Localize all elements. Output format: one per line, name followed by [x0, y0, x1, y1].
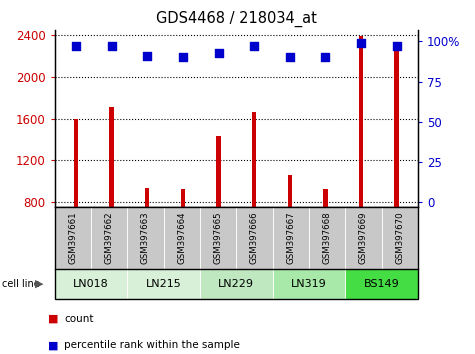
Text: GSM397665: GSM397665: [214, 212, 223, 264]
Text: GSM397669: GSM397669: [359, 212, 368, 264]
Point: [322, 55, 329, 60]
Bar: [323, 189, 328, 285]
Text: GSM397667: GSM397667: [286, 212, 295, 264]
Title: GDS4468 / 218034_at: GDS4468 / 218034_at: [156, 11, 317, 27]
Text: LN018: LN018: [73, 279, 109, 289]
Point: [108, 43, 115, 49]
Point: [286, 55, 294, 60]
Text: cell line: cell line: [2, 279, 43, 289]
Text: count: count: [64, 314, 94, 324]
Bar: [252, 112, 256, 285]
Text: GSM397668: GSM397668: [323, 212, 332, 264]
Text: GSM397662: GSM397662: [104, 212, 114, 264]
Point: [215, 50, 222, 56]
Bar: [180, 189, 185, 285]
Point: [393, 43, 400, 49]
Bar: [217, 136, 220, 285]
Text: LN229: LN229: [218, 279, 254, 289]
Text: GSM397664: GSM397664: [177, 212, 186, 264]
Bar: [359, 36, 363, 285]
Text: GSM397663: GSM397663: [141, 212, 150, 264]
Text: BS149: BS149: [364, 279, 399, 289]
Point: [72, 43, 80, 49]
Text: GSM397666: GSM397666: [250, 212, 259, 264]
Point: [143, 53, 151, 59]
Text: percentile rank within the sample: percentile rank within the sample: [64, 340, 240, 350]
Bar: [288, 175, 292, 285]
Text: GSM397661: GSM397661: [68, 212, 77, 264]
Point: [357, 40, 365, 46]
Text: LN215: LN215: [146, 279, 181, 289]
Text: GSM397670: GSM397670: [395, 212, 404, 264]
Text: ■: ■: [48, 314, 58, 324]
Bar: [145, 188, 149, 285]
Text: ▶: ▶: [35, 279, 43, 289]
Bar: [109, 107, 114, 285]
Point: [179, 55, 187, 60]
Bar: [74, 119, 78, 285]
Text: LN319: LN319: [291, 279, 327, 289]
Text: ■: ■: [48, 340, 58, 350]
Point: [250, 43, 258, 49]
Bar: [395, 42, 399, 285]
